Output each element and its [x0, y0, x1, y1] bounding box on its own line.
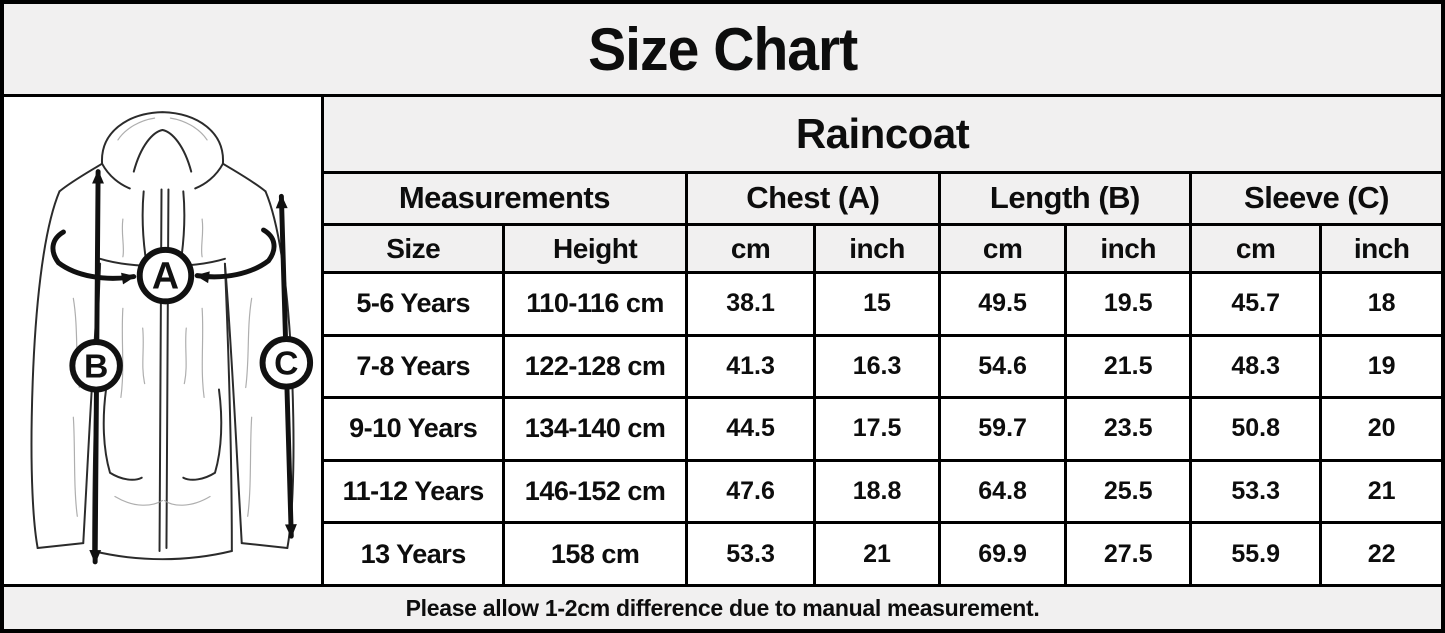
chest-cm-cell: 44.5 — [687, 399, 814, 459]
sleeve-cm-cell: 53.3 — [1191, 461, 1320, 522]
size-cell: 11-12 Years — [324, 461, 503, 522]
chest-inch-cell: 15 — [816, 273, 938, 334]
sleeve-label: C — [274, 346, 298, 383]
raincoat-sketch: A B C — [30, 111, 314, 565]
sleeve-inch-cell: 18 — [1322, 273, 1441, 334]
chest-cm-cell: 53.3 — [687, 524, 814, 584]
sleeve-inch-cell: 21 — [1322, 461, 1441, 522]
main-area: A B C Raincoat Measurements Chest (A) Le… — [4, 97, 1441, 584]
sleeve-inch-cell: 22 — [1322, 524, 1441, 584]
height-cell: 122-128 cm — [505, 336, 685, 397]
size-cell: 5-6 Years — [324, 273, 503, 334]
sleeve-cm-cell: 50.8 — [1191, 399, 1320, 459]
chest-inch-cell: 16.3 — [816, 336, 938, 397]
col-group-chest: Chest (A) — [687, 173, 938, 224]
sleeve-cm-cell: 48.3 — [1191, 336, 1320, 397]
col-header-length-cm: cm — [940, 226, 1065, 271]
product-title: Raincoat — [324, 97, 1441, 171]
sleeve-label-badge: C — [259, 336, 314, 390]
raincoat-diagram-panel: A B C — [4, 97, 324, 584]
size-cell: 9-10 Years — [324, 399, 503, 459]
chest-arrow-right — [194, 227, 277, 284]
sleeve-inch-cell: 19 — [1322, 336, 1441, 397]
sleeve-inch-cell: 20 — [1322, 399, 1441, 459]
chest-label: A — [152, 254, 179, 296]
col-group-sleeve: Sleeve (C) — [1191, 173, 1441, 224]
chest-arrow-left — [50, 229, 137, 285]
page-title: Size Chart — [587, 15, 858, 83]
jacket-wrinkles — [72, 117, 253, 517]
size-cell: 13 Years — [324, 524, 503, 584]
length-cm-cell: 59.7 — [940, 399, 1065, 459]
length-inch-cell: 27.5 — [1067, 524, 1189, 584]
col-header-sleeve-inch: inch — [1322, 226, 1441, 271]
chest-inch-cell: 21 — [816, 524, 938, 584]
measurement-note: Please allow 1-2cm difference due to man… — [405, 594, 1040, 621]
length-label: B — [84, 349, 108, 386]
col-header-size: Size — [324, 226, 503, 271]
sleeve-cm-cell: 45.7 — [1191, 273, 1320, 334]
length-inch-cell: 23.5 — [1067, 399, 1189, 459]
col-header-chest-cm: cm — [687, 226, 814, 271]
col-group-length: Length (B) — [940, 173, 1189, 224]
chest-inch-cell: 18.8 — [816, 461, 938, 522]
col-header-length-inch: inch — [1067, 226, 1189, 271]
length-cm-cell: 54.6 — [940, 336, 1065, 397]
chest-cm-cell: 38.1 — [687, 273, 814, 334]
sleeve-cm-cell: 55.9 — [1191, 524, 1320, 584]
chest-cm-cell: 41.3 — [687, 336, 814, 397]
size-table: Raincoat Measurements Chest (A) Length (… — [324, 97, 1441, 584]
height-cell: 110-116 cm — [505, 273, 685, 334]
length-label-badge: B — [69, 339, 123, 393]
length-inch-cell: 19.5 — [1067, 273, 1189, 334]
jacket-outline — [30, 111, 295, 561]
length-inch-cell: 25.5 — [1067, 461, 1189, 522]
length-cm-cell: 64.8 — [940, 461, 1065, 522]
col-group-measurements: Measurements — [324, 173, 685, 224]
length-cm-cell: 49.5 — [940, 273, 1065, 334]
chest-inch-cell: 17.5 — [816, 399, 938, 459]
length-inch-cell: 21.5 — [1067, 336, 1189, 397]
col-header-height: Height — [505, 226, 685, 271]
footer-note-bar: Please allow 1-2cm difference due to man… — [4, 584, 1441, 629]
col-header-chest-inch: inch — [816, 226, 938, 271]
title-bar: Size Chart — [4, 4, 1441, 97]
height-cell: 146-152 cm — [505, 461, 685, 522]
col-header-sleeve-cm: cm — [1191, 226, 1320, 271]
height-cell: 158 cm — [505, 524, 685, 584]
size-cell: 7-8 Years — [324, 336, 503, 397]
height-cell: 134-140 cm — [505, 399, 685, 459]
chest-cm-cell: 47.6 — [687, 461, 814, 522]
chest-label-badge: A — [136, 246, 195, 305]
length-cm-cell: 69.9 — [940, 524, 1065, 584]
